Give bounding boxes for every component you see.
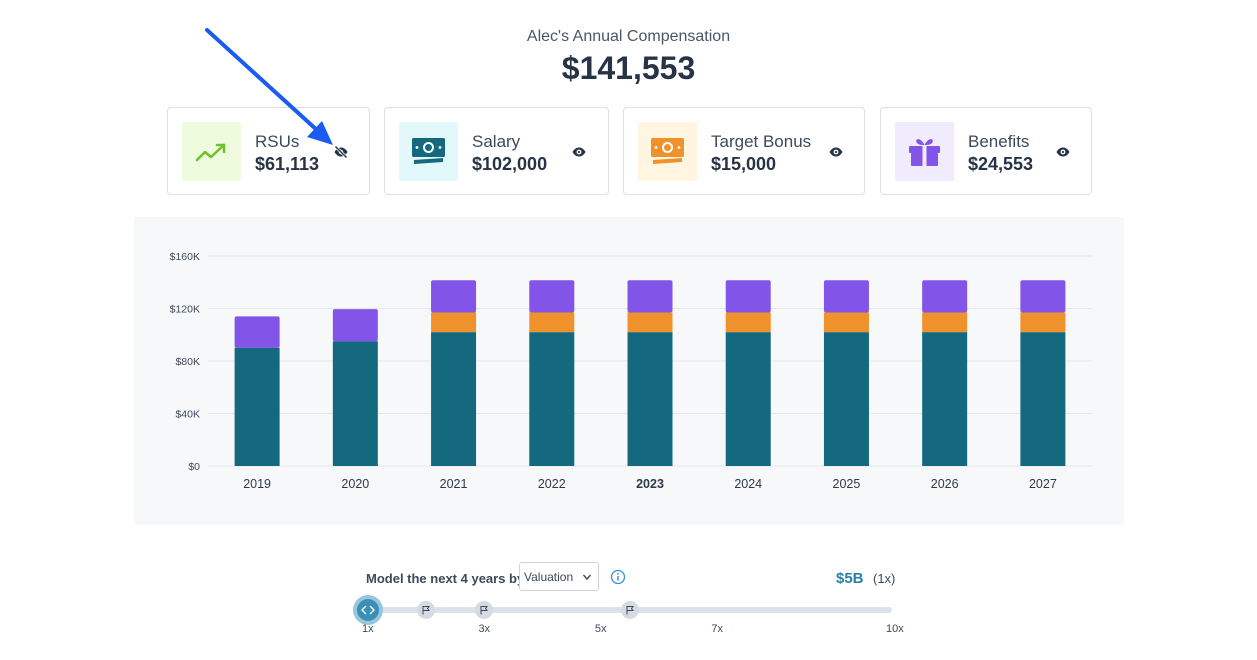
bar-salary [823, 332, 869, 466]
model-select-value: Valuation [524, 570, 574, 584]
bar-salary [431, 332, 477, 466]
bar-target-bonus [627, 312, 673, 333]
slider-tick-label: 10x [886, 623, 904, 635]
card-benefits-amount: $24,553 [968, 154, 1034, 174]
x-tick-label: 2020 [341, 477, 369, 491]
slider-tick-label: 5x [594, 623, 607, 635]
slider-tick-label: 7x [711, 623, 723, 635]
eye-off-icon[interactable] [333, 144, 349, 160]
stacked-bar-chart: $0 $40K $80K $120K $160K 2019 2020 2021 2022 2023… [170, 251, 1092, 491]
bar-salary [725, 332, 771, 466]
card-target-bonus-label: Target Bonus [711, 132, 812, 151]
flag-icon [480, 606, 489, 615]
card-target-bonus[interactable]: Target Bonus $15,000 [623, 107, 865, 195]
bar-target-bonus [823, 312, 869, 333]
x-tick-label: 2027 [1029, 477, 1057, 491]
chevron-down-icon [582, 574, 592, 581]
eye-icon[interactable] [828, 144, 844, 160]
bar-salary [332, 341, 378, 466]
card-salary[interactable]: Salary $102,000 [384, 107, 609, 195]
bar-benefits [922, 280, 968, 313]
valuation-multiplier: (1x) [873, 571, 896, 586]
bar-benefits [234, 316, 280, 348]
compensation-header: Alec's Annual Compensation $141,553 [0, 28, 1257, 87]
card-rsus[interactable]: RSUs $61,113 [167, 107, 370, 195]
card-rsus-amount: $61,113 [255, 154, 320, 174]
info-icon[interactable] [610, 569, 626, 585]
bar-target-bonus [529, 312, 575, 333]
drag-arrows-icon [361, 605, 375, 615]
gift-icon [895, 122, 954, 181]
card-target-bonus-amount: $15,000 [711, 154, 777, 174]
y-tick-label: $160K [170, 251, 200, 263]
card-salary-label: Salary [472, 132, 521, 151]
model-label: Model the next 4 years by [366, 571, 525, 586]
compensation-total: $141,553 [561, 50, 696, 86]
card-salary-amount: $102,000 [472, 154, 548, 174]
flag-icon [626, 606, 634, 615]
cash-icon [638, 122, 697, 181]
valuation-controls: Model the next 4 years by Valuation $5B … [0, 560, 1257, 660]
bar-benefits [431, 280, 477, 313]
x-tick-label: 2024 [734, 477, 762, 491]
x-tick-label: 2025 [833, 477, 861, 491]
trending-up-icon [182, 122, 241, 181]
bar-benefits [332, 309, 378, 342]
slider-flag[interactable] [621, 601, 639, 619]
bar-target-bonus [922, 312, 968, 333]
x-tick-label: 2023 [636, 477, 664, 491]
x-tick-label: 2019 [243, 477, 271, 491]
bar-target-bonus [1020, 312, 1066, 333]
slider-tick-label: 1x [362, 623, 374, 635]
compensation-subtitle: Alec's Annual Compensation [526, 28, 731, 45]
bar-benefits [823, 280, 869, 313]
eye-icon[interactable] [571, 144, 587, 160]
bar-salary [234, 347, 280, 466]
bar-benefits [529, 280, 575, 313]
bar-target-bonus [431, 312, 477, 333]
card-benefits[interactable]: Benefits $24,553 [880, 107, 1092, 195]
y-tick-label: $40K [175, 409, 200, 421]
valuation-slider-handle[interactable] [353, 595, 383, 625]
eye-icon[interactable] [1055, 144, 1071, 160]
flag-icon [422, 606, 431, 615]
bar-benefits [725, 280, 771, 313]
bar-salary [922, 332, 968, 466]
x-tick-label: 2026 [931, 477, 959, 491]
bar-benefits [627, 280, 673, 313]
bar-salary [627, 332, 673, 466]
bar-target-bonus [725, 312, 771, 333]
bar-benefits [1020, 280, 1066, 313]
bar-salary [529, 332, 575, 466]
compensation-chart: $0 $40K $80K $120K $160K 2019 2020 2021 2022 2023… [134, 217, 1124, 525]
slider-tick-label: 3x [478, 623, 491, 635]
y-tick-label: $120K [170, 304, 200, 316]
slider-flag[interactable] [417, 601, 436, 619]
card-benefits-label: Benefits [968, 132, 1030, 151]
slider-flag[interactable] [475, 601, 494, 619]
x-tick-label: 2021 [440, 477, 468, 491]
y-tick-label: $80K [175, 356, 200, 368]
x-tick-label: 2022 [538, 477, 566, 491]
y-tick-label: $0 [188, 461, 200, 473]
cash-icon [399, 122, 458, 181]
model-select[interactable]: Valuation [519, 562, 599, 591]
card-rsus-label: RSUs [255, 132, 300, 151]
valuation-value: $5B [836, 570, 864, 587]
bar-salary [1020, 332, 1066, 466]
